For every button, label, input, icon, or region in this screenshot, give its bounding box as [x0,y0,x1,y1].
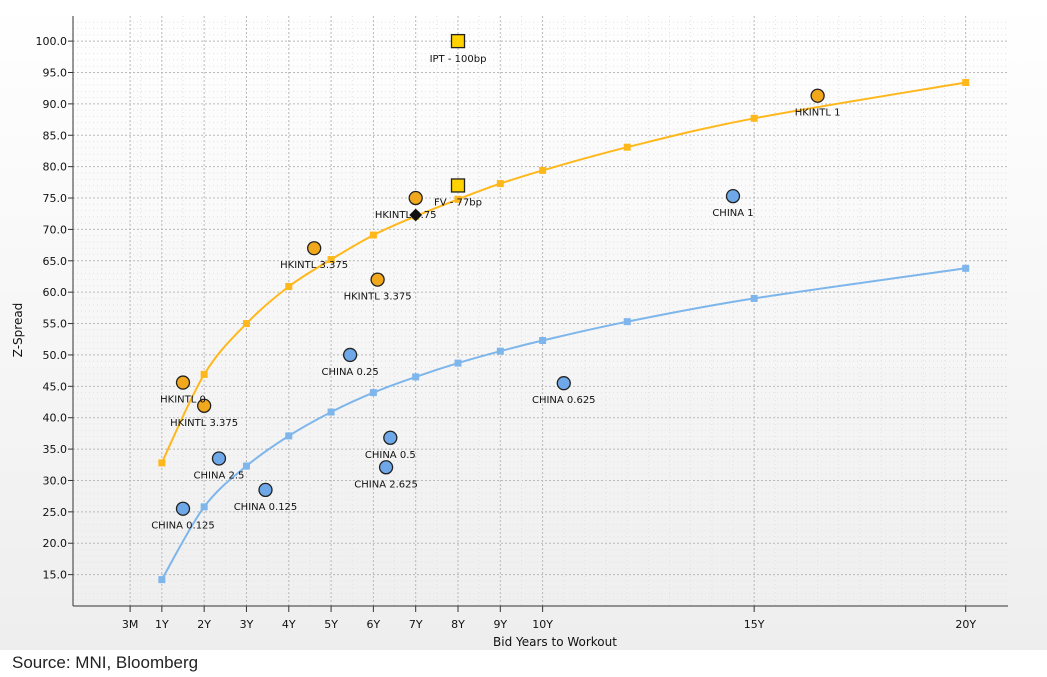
data-points [175,33,825,516]
point-label: CHINA 2.625 [354,479,418,490]
point-label: IPT - 100bp [430,54,487,65]
x-tick-label: 15Y [744,618,765,631]
curve-node-0 [962,79,970,87]
x-tick-label: 6Y [367,618,381,631]
y-tick-label: 55.0 [43,318,68,331]
scatter-chart: 15.0 20.0 25.0 30.0 35.0 40.0 45.0 50.0 55.0 60.0… [0,0,1047,650]
point-label: CHINA 0.5 [365,450,416,461]
curve-node-1 [369,389,377,397]
curve-node-0 [496,180,504,188]
y-tick-label: 40.0 [43,412,68,425]
bond-point [211,451,227,466]
point-label: HKINTL 3.375 [170,418,238,429]
point-label: CHINA 2.5 [194,471,245,482]
y-tick-label: 85.0 [43,129,68,142]
y-tick-label: 80.0 [43,161,68,174]
curve-node-0 [285,283,293,291]
point-label: HKINTL 3.375 [280,260,348,271]
y-axis-title: Z-Spread [11,303,25,358]
x-tick-label: 4Y [282,618,296,631]
point-label: CHINA 0.625 [532,395,596,406]
x-axis-title: Bid Years to Workout [493,635,617,649]
bond-point [175,501,191,516]
curve-node-1 [242,462,250,470]
curve-node-1 [623,318,631,326]
pricing-point [450,178,466,193]
pricing-point [450,33,466,49]
point-label: CHINA 0.125 [234,502,298,513]
y-tick-label: 65.0 [43,255,68,268]
source-note: Source: MNI, Bloomberg [12,653,199,672]
chart: 15.0 20.0 25.0 30.0 35.0 40.0 45.0 50.0 55.0 60.0… [0,0,1047,650]
curve-node-0 [200,370,208,378]
y-tick-label: 100.0 [36,35,68,48]
bond-point [378,460,394,475]
curve-node-0 [539,166,547,174]
x-tick-label: 7Y [409,618,423,631]
bond-point [307,241,322,256]
point-labels: HKINTL 0 HKINTL 3.375 HKINTL 3.375 HKINTL 3… [151,54,840,532]
y-tick-label: 60.0 [43,286,68,299]
x-tick-label: 20Y [955,618,976,631]
curve-node-0 [158,459,166,467]
curve-node-1 [412,373,420,381]
curve-node-1 [285,432,293,440]
bond-point [370,272,385,287]
y-tick-label: 35.0 [43,443,68,456]
bond-point [197,398,212,413]
point-label: CHINA 1 [712,208,753,219]
x-tick-label: 3M [122,618,139,631]
curve-node-1 [539,337,547,344]
point-label: HKINTL 0 [160,395,206,406]
point-label: HKINTL 1 [795,108,841,119]
bond-point [342,347,358,363]
curve-node-1 [454,359,462,367]
y-tick-label: 70.0 [43,223,68,236]
curve-node-1 [327,408,335,416]
curves [158,79,970,584]
curve-node-0 [242,320,250,328]
curve-node-1 [200,503,208,511]
y-tick-label: 30.0 [43,474,68,487]
bond-point [408,190,423,206]
point-label: CHINA 0.25 [322,367,379,378]
curve-node-0 [750,114,758,122]
point-label: CHINA 0.125 [151,521,215,532]
curve-node-1 [750,294,758,302]
bond-point [556,376,571,391]
bond-point [725,188,741,204]
point-label: FV - 77bp [434,197,482,208]
curve-node-1 [158,576,166,584]
curve-node-0 [623,143,631,151]
y-tick-label: 20.0 [43,537,68,550]
bond-point [258,482,273,498]
diamond-point [409,208,423,222]
y-tick-label: 75.0 [43,192,68,205]
y-tick-label: 15.0 [43,569,68,582]
bond-point [175,375,191,390]
x-tick-label: 9Y [493,618,507,631]
point-label: HKINTL 3.375 [344,292,412,303]
curve-node-1 [962,264,970,272]
bond-point [810,88,825,103]
curve-node-1 [496,347,504,355]
x-tick-label: 5Y [324,618,338,631]
point-label: HKINTL 3.75 [375,210,437,221]
y-tick-label: 25.0 [43,506,68,519]
curve-node-0 [327,256,335,264]
y-tick-label: 95.0 [43,66,68,79]
bond-point [383,430,398,445]
x-tick-label: 3Y [240,618,254,631]
curve-node-0 [369,231,377,239]
y-tick-label: 45.0 [43,380,68,393]
chart-background [0,0,1047,650]
x-tick-label: 10Y [532,618,553,631]
x-tick-label: 1Y [155,618,169,631]
y-tick-label: 50.0 [43,349,68,362]
curve-node-0 [454,195,462,203]
y-tick-label: 90.0 [43,98,68,111]
x-tick-label: 2Y [197,618,211,631]
x-tick-label: 8Y [451,618,465,631]
axes: 15.0 20.0 25.0 30.0 35.0 40.0 45.0 50.0 55.0 60.0… [36,16,1008,631]
